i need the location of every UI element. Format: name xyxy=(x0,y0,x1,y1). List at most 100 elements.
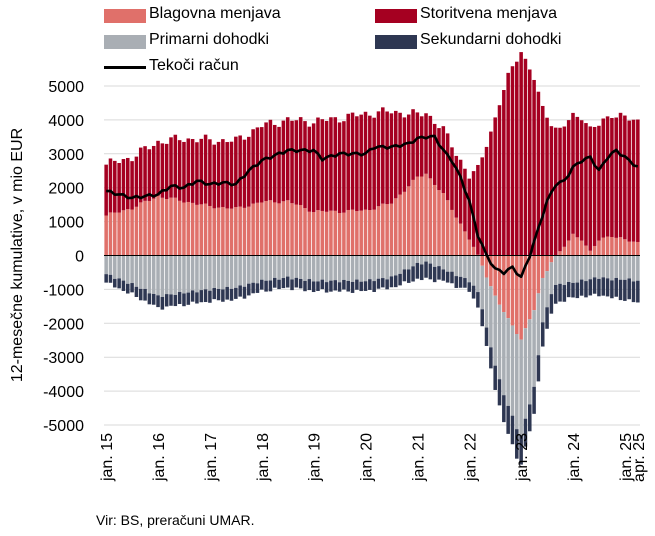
legend-label-services: Storitvena menjava xyxy=(420,5,557,22)
bar-primary xyxy=(553,255,558,285)
bar-secondary xyxy=(480,309,484,327)
bar-primary xyxy=(424,255,428,262)
bar-goods xyxy=(298,204,303,256)
bar-primary xyxy=(342,255,346,280)
bar-secondary xyxy=(329,280,333,292)
bar-goods xyxy=(108,212,113,256)
bar-secondary xyxy=(229,288,234,301)
bar-goods xyxy=(458,223,463,256)
bar-services xyxy=(177,140,182,201)
bar-primary xyxy=(381,255,385,279)
bar-primary xyxy=(242,255,247,287)
bar-primary xyxy=(368,255,372,280)
bar-goods xyxy=(113,212,117,256)
bar-primary xyxy=(143,255,147,289)
bar-primary xyxy=(385,255,389,280)
bar-primary xyxy=(307,255,312,280)
bar-goods xyxy=(277,203,281,256)
bar-primary xyxy=(303,255,307,281)
y-tick-label: -5000 xyxy=(43,418,84,435)
x-tick-label: jan. 17 xyxy=(203,433,220,482)
bar-secondary xyxy=(272,277,277,288)
bar-services xyxy=(389,113,394,204)
bar-primary xyxy=(247,255,251,284)
bar-primary xyxy=(454,255,459,277)
bar-services xyxy=(623,115,627,240)
bar-goods xyxy=(627,241,631,256)
bar-secondary xyxy=(506,405,510,434)
bar-primary xyxy=(441,255,446,270)
bar-primary xyxy=(575,255,580,283)
bar-primary xyxy=(584,255,588,282)
bar-secondary xyxy=(368,279,372,290)
bar-primary xyxy=(324,255,329,283)
bar-services xyxy=(225,142,229,209)
bar-secondary xyxy=(553,284,558,304)
bar-goods xyxy=(614,237,618,256)
bar-secondary xyxy=(450,271,454,284)
bar-goods xyxy=(376,206,381,256)
bar-goods xyxy=(398,194,402,256)
bar-secondary xyxy=(307,279,312,291)
bar-services xyxy=(234,136,238,208)
bar-secondary xyxy=(601,277,606,296)
bar-secondary xyxy=(199,290,204,303)
bar-services xyxy=(575,116,580,238)
bar-goods xyxy=(294,204,299,256)
bar-services xyxy=(454,155,459,218)
bar-secondary xyxy=(588,279,593,296)
bar-goods xyxy=(562,246,567,256)
bar-services xyxy=(385,111,389,205)
bar-goods xyxy=(203,203,208,256)
bar-primary xyxy=(255,255,260,284)
bar-services xyxy=(493,117,497,256)
bar-primary xyxy=(195,255,199,293)
bar-primary xyxy=(592,255,597,278)
bar-primary xyxy=(428,255,433,264)
bar-primary xyxy=(523,328,528,419)
bar-services xyxy=(614,117,618,238)
bar-goods xyxy=(528,255,532,320)
bar-goods xyxy=(234,207,238,256)
bar-goods xyxy=(415,176,420,256)
bar-secondary xyxy=(458,276,463,288)
bar-services xyxy=(130,161,134,210)
bar-primary xyxy=(363,255,368,282)
bar-goods xyxy=(190,202,195,256)
bar-goods xyxy=(251,203,255,256)
bar-primary xyxy=(285,255,290,277)
bar-services xyxy=(471,171,476,247)
bar-primary xyxy=(415,255,420,263)
bar-services xyxy=(272,124,277,203)
bar-goods xyxy=(290,203,294,256)
bar-goods xyxy=(424,173,428,256)
bar-goods xyxy=(605,236,610,256)
bar-secondary xyxy=(268,280,273,292)
bar-secondary xyxy=(381,278,385,288)
legend-swatch-services xyxy=(375,9,417,23)
bar-secondary xyxy=(234,287,238,299)
bar-secondary xyxy=(610,280,614,299)
bar-services xyxy=(199,138,204,205)
legend-label-primary: Primarni dohodki xyxy=(149,31,270,48)
bar-services xyxy=(190,139,195,203)
x-tick-label: jan. 16 xyxy=(151,433,168,482)
bar-primary xyxy=(571,255,575,283)
bar-secondary xyxy=(571,282,575,298)
bar-secondary xyxy=(195,292,199,304)
bar-secondary xyxy=(584,281,588,298)
bar-secondary xyxy=(264,280,268,292)
bar-primary xyxy=(156,255,160,296)
bar-services xyxy=(221,139,225,207)
bar-services xyxy=(311,123,316,213)
bar-secondary xyxy=(359,281,363,292)
x-tick-label: jan. 23 xyxy=(514,433,531,482)
bar-primary xyxy=(597,255,601,279)
bar-secondary xyxy=(376,278,381,289)
bar-goods xyxy=(255,202,260,256)
bar-primary xyxy=(579,255,584,280)
bar-secondary xyxy=(316,281,320,291)
bar-primary xyxy=(502,312,506,396)
bar-goods xyxy=(311,212,316,256)
bar-primary xyxy=(601,255,606,278)
